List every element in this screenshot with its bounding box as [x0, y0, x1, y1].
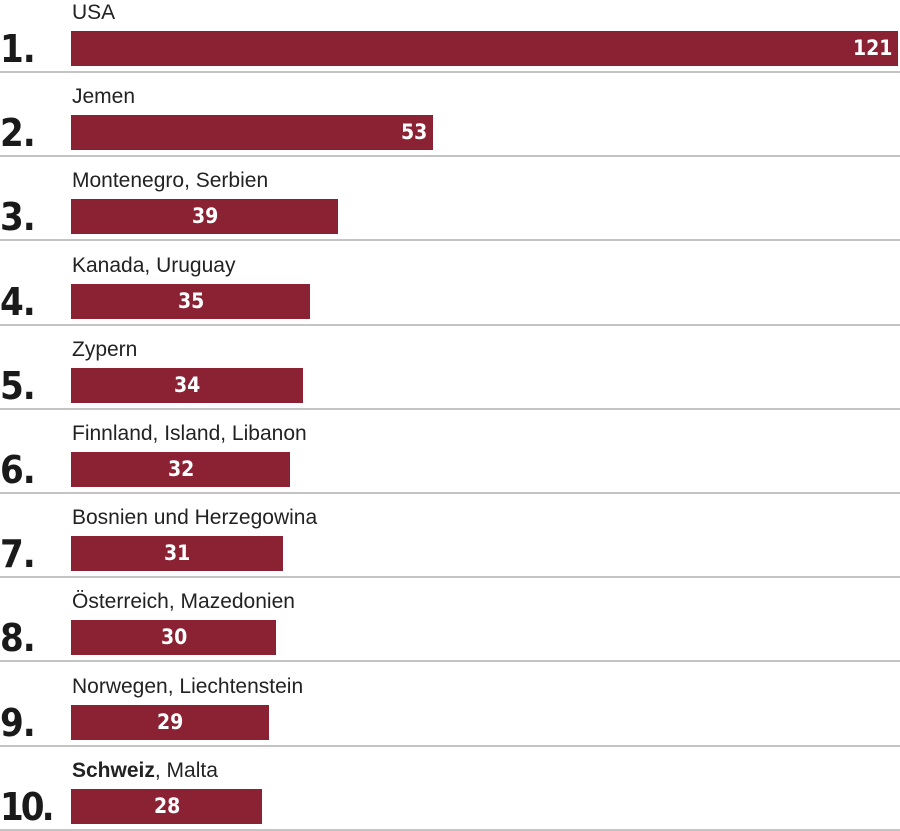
value-label: 53 [401, 120, 428, 144]
rank-number: 9. [0, 701, 36, 745]
row-separator [0, 239, 900, 241]
country-label: Finnland, Island, Libanon [72, 422, 307, 445]
value-label: 29 [157, 710, 184, 734]
value-label: 30 [161, 625, 188, 649]
rank-number: 2. [0, 111, 36, 155]
value-bar [71, 115, 433, 150]
row-separator [0, 408, 900, 410]
country-label: Österreich, Mazedonien [72, 590, 295, 613]
value-bar [71, 31, 898, 66]
value-label: 121 [853, 36, 893, 60]
row-separator [0, 576, 900, 578]
country-label: Kanada, Uruguay [72, 254, 236, 277]
country-label: Jemen [72, 85, 136, 108]
rank-number: 7. [0, 532, 36, 576]
rank-number: 1. [0, 27, 36, 71]
value-label: 31 [164, 541, 191, 565]
rank-number: 3. [0, 195, 36, 239]
row-separator [0, 71, 900, 73]
value-label: 35 [178, 289, 205, 313]
row-separator [0, 324, 900, 326]
row-separator [0, 745, 900, 747]
value-bar [71, 536, 283, 571]
row-separator [0, 155, 900, 157]
rank-number: 8. [0, 616, 36, 660]
value-bar [71, 199, 338, 234]
row-separator [0, 492, 900, 494]
value-bar [71, 705, 269, 740]
value-label: 28 [154, 794, 181, 818]
country-label: Montenegro, Serbien [72, 169, 269, 192]
rank-number: 4. [0, 280, 36, 324]
country-label: Schweiz, Malta [72, 759, 218, 782]
country-label: Zypern [72, 338, 138, 361]
value-label: 32 [168, 457, 195, 481]
value-bar [71, 620, 276, 655]
rank-number: 5. [0, 364, 36, 408]
rank-number: 10. [0, 785, 55, 829]
value-bar [71, 452, 290, 487]
value-label: 39 [192, 204, 219, 228]
value-bar [71, 789, 262, 824]
country-label: USA [72, 1, 116, 24]
country-label: Norwegen, Liechtenstein [72, 675, 304, 698]
country-label: Bosnien und Herzegowina [72, 506, 318, 529]
value-bar [71, 284, 310, 319]
value-label: 34 [174, 373, 201, 397]
rank-number: 6. [0, 448, 36, 492]
row-separator [0, 660, 900, 662]
value-bar [71, 368, 303, 403]
